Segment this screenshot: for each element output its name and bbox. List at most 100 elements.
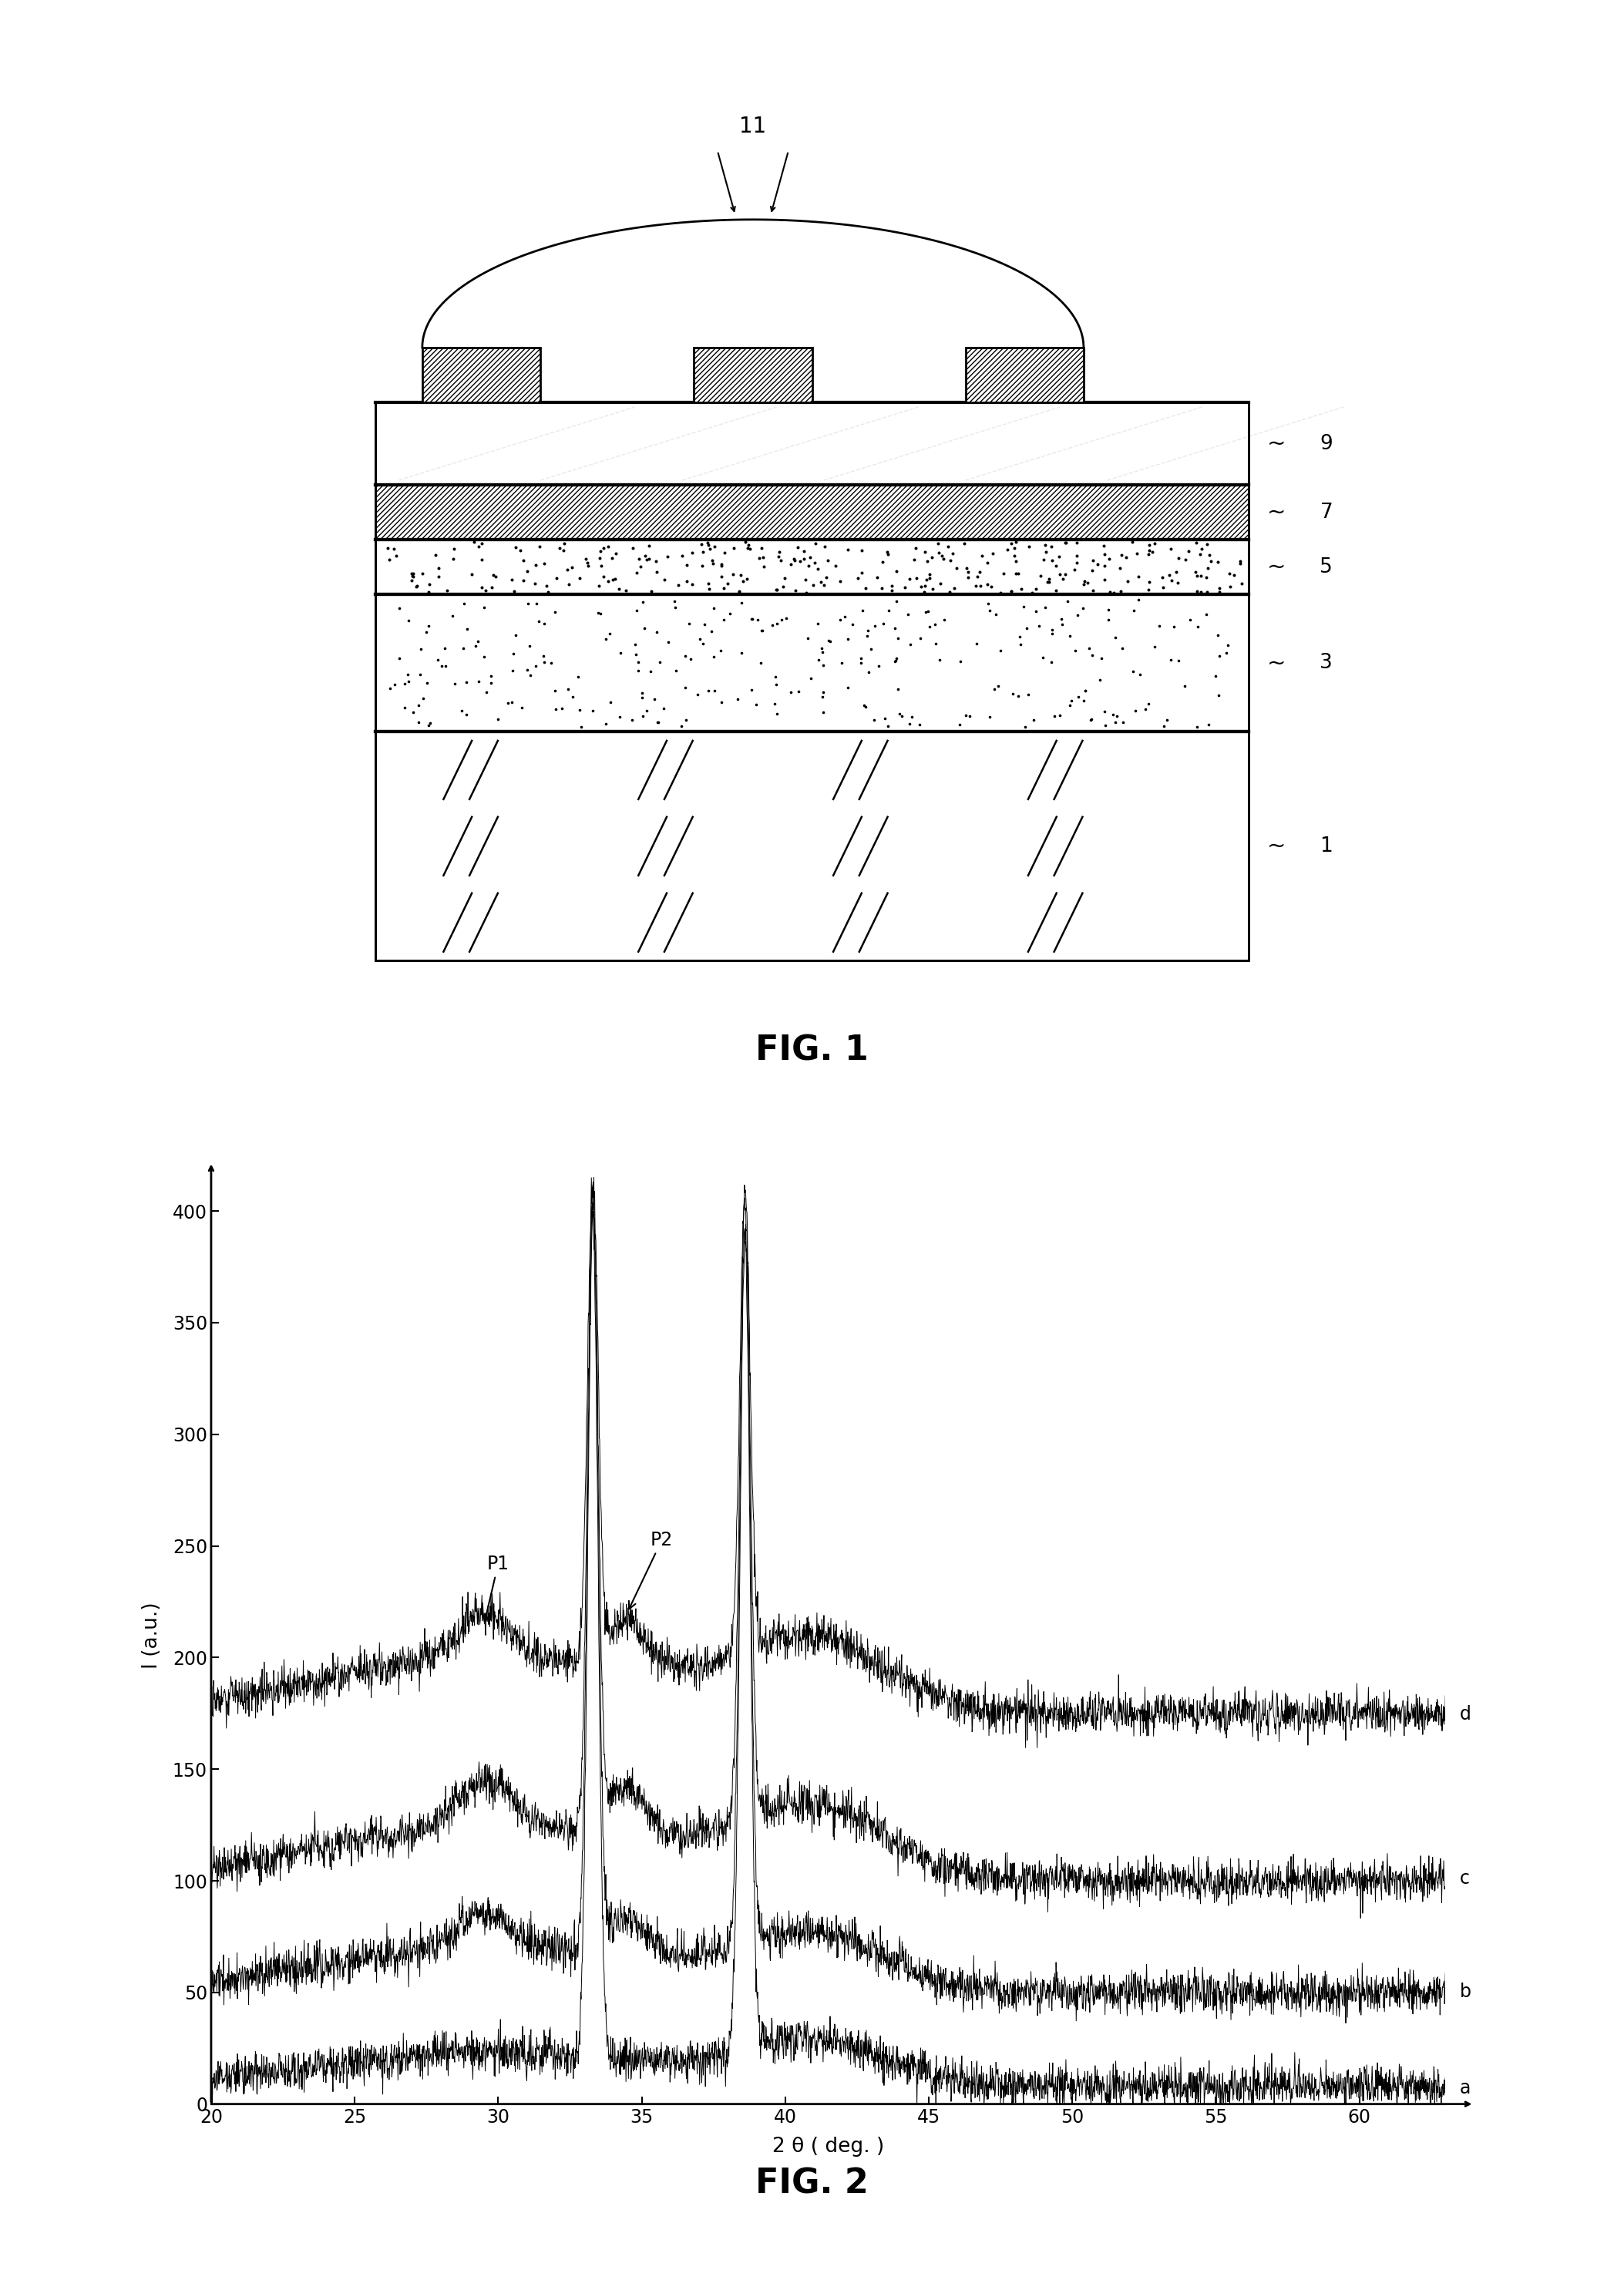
Point xyxy=(927,640,953,677)
Text: ~: ~ xyxy=(1267,501,1286,524)
Point xyxy=(1091,560,1117,597)
Point xyxy=(1142,526,1168,563)
Point xyxy=(387,640,412,677)
Point xyxy=(926,535,952,572)
Point xyxy=(607,633,633,670)
Point xyxy=(835,670,861,707)
Point xyxy=(929,537,955,574)
Point xyxy=(1195,549,1221,585)
Point xyxy=(1049,606,1075,643)
Point xyxy=(726,572,752,608)
Point xyxy=(477,666,503,702)
Point xyxy=(885,670,911,707)
Point xyxy=(628,679,654,716)
Point xyxy=(594,528,620,565)
Point xyxy=(882,643,908,679)
Point xyxy=(695,565,721,601)
Point xyxy=(974,565,1000,601)
Point xyxy=(908,567,934,604)
Point xyxy=(663,652,689,688)
Point xyxy=(724,682,750,718)
Point xyxy=(708,547,734,583)
Point xyxy=(728,585,754,622)
Point xyxy=(763,695,789,732)
Point xyxy=(896,707,922,743)
Bar xyxy=(422,348,541,403)
Point xyxy=(552,526,578,563)
Point xyxy=(999,574,1025,611)
Point xyxy=(849,592,875,629)
Point xyxy=(919,540,945,576)
Point xyxy=(976,698,1002,734)
Bar xyxy=(375,595,1249,732)
Point xyxy=(1135,535,1161,572)
Point xyxy=(450,631,476,668)
Text: d: d xyxy=(1460,1704,1471,1724)
Point xyxy=(1046,556,1072,592)
Point xyxy=(1109,631,1135,668)
Point xyxy=(646,643,672,679)
Point xyxy=(651,691,677,727)
Point xyxy=(1184,558,1210,595)
Point xyxy=(406,686,432,723)
Point xyxy=(479,569,505,606)
Point xyxy=(1060,551,1086,588)
Point xyxy=(791,540,817,576)
Point xyxy=(453,663,479,700)
Point xyxy=(999,524,1025,560)
Point xyxy=(1207,638,1233,675)
Point xyxy=(1203,659,1229,695)
Point xyxy=(976,592,1002,629)
Point xyxy=(788,542,814,579)
Point xyxy=(1004,524,1030,560)
Point xyxy=(555,565,581,601)
Point xyxy=(625,643,651,679)
Point xyxy=(455,611,481,647)
Point xyxy=(857,631,883,668)
Point xyxy=(689,547,715,583)
Point xyxy=(758,606,784,643)
Point xyxy=(1080,542,1106,579)
Point xyxy=(1072,563,1098,599)
Point xyxy=(1140,533,1166,569)
Point xyxy=(991,556,1017,592)
Point xyxy=(911,574,937,611)
Point xyxy=(900,698,926,734)
Point xyxy=(869,569,895,606)
Point xyxy=(1221,556,1247,592)
Point xyxy=(1078,702,1104,739)
Point xyxy=(481,556,507,592)
Text: 5: 5 xyxy=(1320,558,1333,576)
Point xyxy=(887,695,913,732)
Point xyxy=(677,640,703,677)
Point xyxy=(440,597,466,633)
Point xyxy=(1020,574,1046,611)
Point xyxy=(632,611,658,647)
Text: 3: 3 xyxy=(1320,654,1333,672)
Point xyxy=(809,565,835,601)
Point xyxy=(927,565,953,601)
Point xyxy=(1150,558,1176,595)
Bar xyxy=(375,540,1249,595)
Point xyxy=(417,565,443,601)
Point xyxy=(984,668,1010,704)
Point xyxy=(1052,556,1078,592)
Point xyxy=(1000,675,1026,711)
Point xyxy=(630,698,656,734)
Point xyxy=(588,595,614,631)
Point xyxy=(1194,560,1220,597)
Point xyxy=(1090,528,1116,565)
Point xyxy=(1072,672,1098,709)
Point xyxy=(695,672,721,709)
Point xyxy=(1047,698,1073,734)
Point xyxy=(840,606,866,643)
Point xyxy=(835,531,861,567)
Point xyxy=(603,560,628,597)
Point xyxy=(1080,572,1106,608)
Point xyxy=(689,526,715,563)
Point xyxy=(692,606,718,643)
Point xyxy=(469,569,495,606)
Point xyxy=(573,540,599,576)
Point xyxy=(952,526,978,563)
Point xyxy=(726,574,752,611)
